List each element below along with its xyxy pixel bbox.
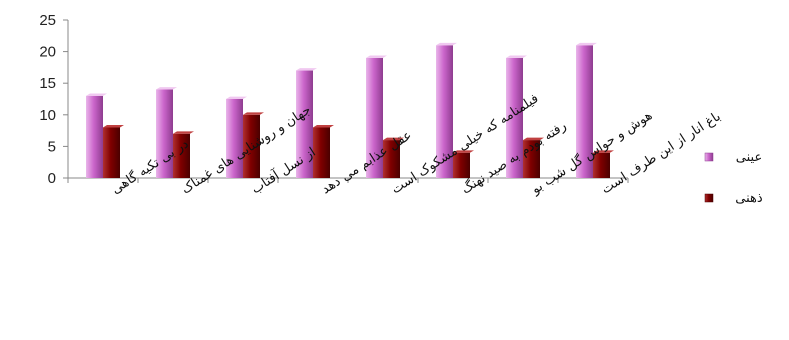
bar-objective [86,93,107,178]
legend-label: ذهنی [735,191,763,206]
bar-face [173,133,190,178]
bar-top [523,137,544,141]
y-tick-label: 5 [48,138,56,155]
bar-face [383,140,400,178]
bar-objective [226,96,247,178]
bar-face [523,140,540,178]
bar-subjective [173,131,194,178]
bar-face [226,99,243,178]
bar-face [103,127,120,178]
bar-subjective [453,150,474,178]
bar-objective [576,42,597,178]
bar-face [593,152,610,178]
bar-face [506,57,523,178]
bar-objective [506,55,527,178]
bar-top [173,131,194,134]
bar-subjective [383,137,404,178]
bar-subjective [243,112,264,178]
bar-face [243,114,260,178]
bar-objective [296,68,317,178]
bar-top [243,112,264,115]
bar-top [453,150,474,153]
y-tick-labels: 0 5 10 15 20 25 [39,12,56,187]
bar-face [366,57,383,178]
y-tick-label: 10 [39,107,56,124]
legend-label: عینی [736,150,762,165]
bar-objective [436,42,457,178]
bar-subjective [313,125,334,178]
y-tick-label: 0 [48,170,56,187]
bar-top [576,42,597,46]
bar-top [86,93,107,96]
bar-top [103,125,124,128]
bar-face [453,152,470,178]
bar-top [383,137,404,141]
bars [86,42,614,178]
bar-face [576,45,593,178]
bar-face [296,70,313,178]
bar-top [156,87,177,90]
y-tick-label: 20 [39,44,56,61]
bar-top [296,68,317,71]
bar-top [313,125,334,128]
bar-face [86,95,103,178]
bar-top [506,55,527,58]
bar-subjective [103,125,124,178]
legend-swatch [704,152,714,162]
bar-face [313,127,330,178]
bar-face [436,45,453,178]
bar-top [366,55,387,58]
legend-swatch [704,193,714,203]
y-tick-label: 25 [39,12,56,29]
bar-objective [366,55,387,178]
bar-top [593,150,614,153]
bar-subjective [523,137,544,178]
bar-top [226,96,247,99]
bar-face [156,89,173,178]
legend: عینی ذهنی [704,150,763,206]
y-tick-label: 15 [39,75,56,92]
bar-top [436,42,457,46]
bar-objective [156,87,177,178]
bar-subjective [593,150,614,178]
